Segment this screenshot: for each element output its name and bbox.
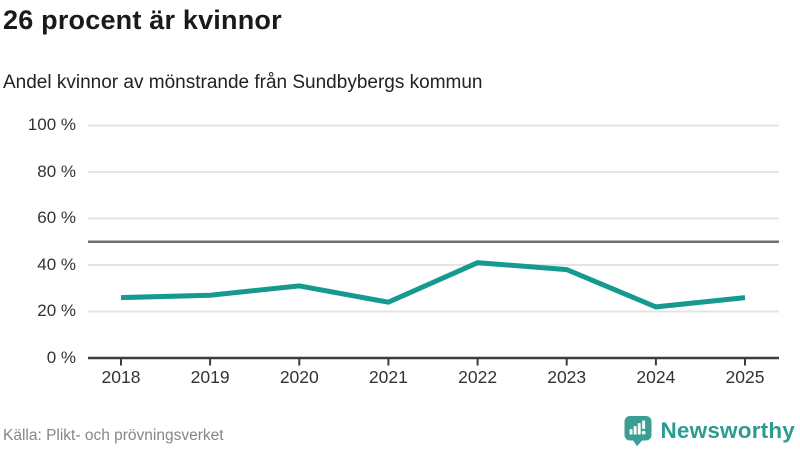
x-tick-label-2024: 2024 <box>636 367 676 387</box>
newsworthy-logo: Newsworthy <box>624 415 795 447</box>
y-tick-label-40: 40 % <box>37 254 76 274</box>
y-tick-label-0: 0 % <box>46 347 76 367</box>
x-tick-label-2019: 2019 <box>190 367 230 387</box>
y-tick-label-60: 60 % <box>37 208 76 227</box>
chart-title: 26 procent är kvinnor <box>3 5 282 35</box>
x-tick-label-2018: 2018 <box>101 367 141 387</box>
y-tick-label-20: 20 % <box>37 301 76 320</box>
y-tick-label-80: 80 % <box>37 161 76 181</box>
chart-subtitle: Andel kvinnor av mönstrande från Sundbyb… <box>3 72 483 93</box>
x-tick-label-2022: 2022 <box>458 367 498 387</box>
brand-name: Newsworthy <box>660 418 795 443</box>
y-tick-label-100: 100 % <box>27 115 76 134</box>
x-tick-label-2020: 2020 <box>279 367 319 387</box>
data-line <box>120 260 746 310</box>
newsworthy-bar-chart-bubble-icon <box>624 416 652 447</box>
x-tick-label-2021: 2021 <box>368 367 408 387</box>
source-note: Källa: Plikt- och prövningsverket <box>3 427 224 444</box>
x-tick-label-2025: 2025 <box>725 367 765 387</box>
x-tick-label-2023: 2023 <box>547 367 587 387</box>
